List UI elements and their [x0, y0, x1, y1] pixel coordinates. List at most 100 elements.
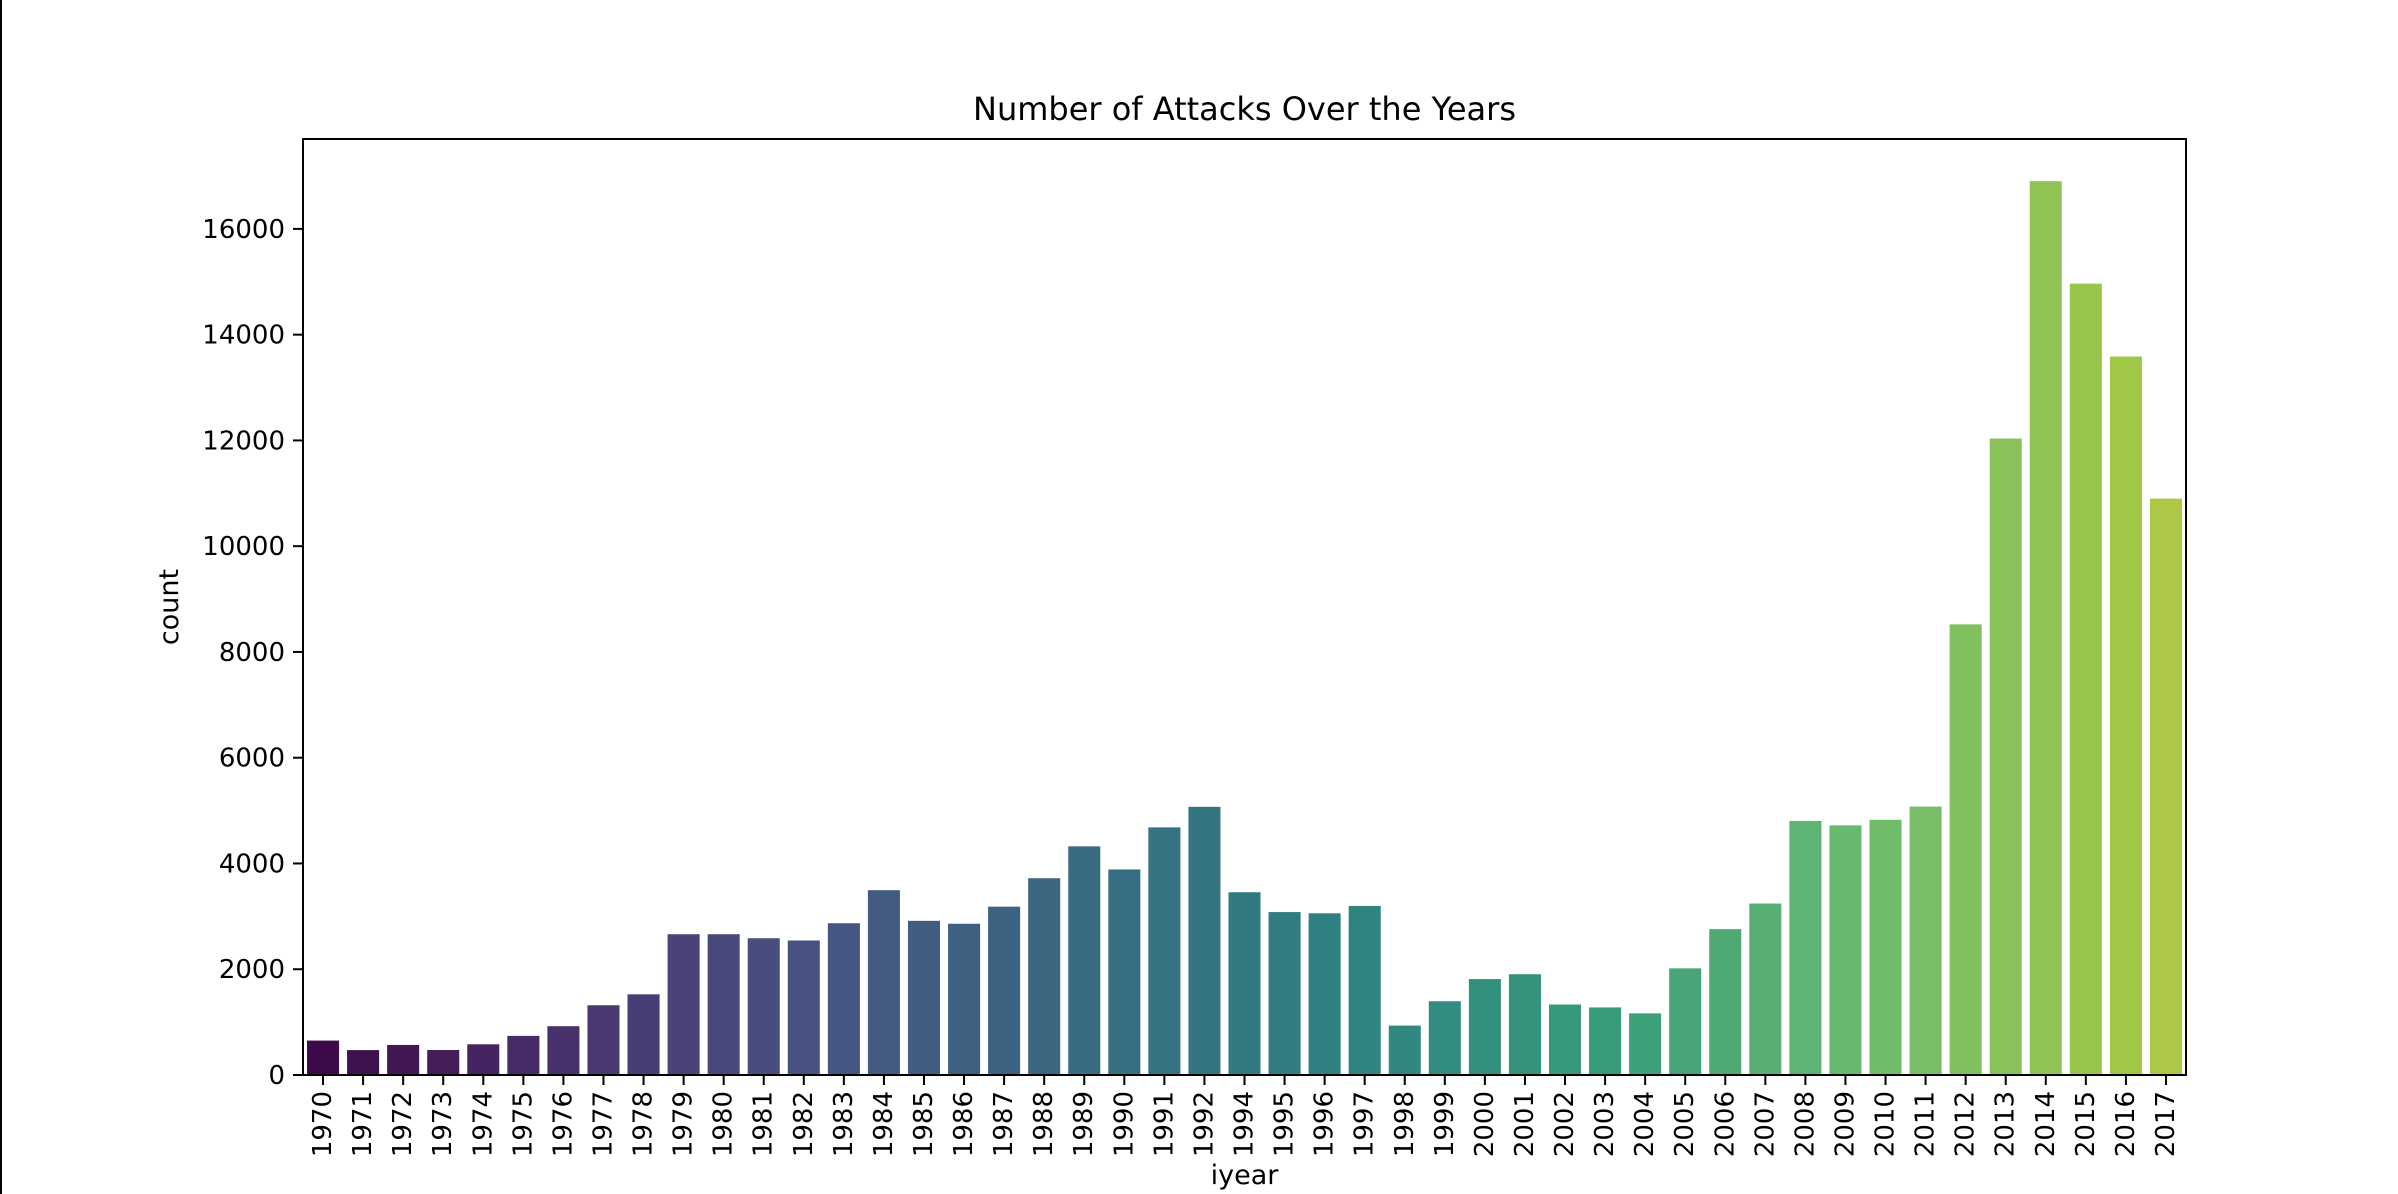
- bar-2017: [2149, 498, 2182, 1076]
- bar-1995: [1268, 912, 1301, 1075]
- x-tick-label: 1980: [709, 1091, 739, 1157]
- bar-1991: [1148, 827, 1181, 1075]
- x-tick-label: 1997: [1350, 1091, 1380, 1157]
- bar-1970: [307, 1040, 340, 1075]
- x-tick-label: 1983: [829, 1091, 859, 1157]
- x-tick-label: 2006: [1710, 1091, 1740, 1157]
- bar-1979: [667, 934, 700, 1075]
- bar-1971: [347, 1050, 380, 1075]
- bar-2009: [1829, 825, 1862, 1075]
- x-tick-label: 2001: [1510, 1091, 1540, 1157]
- x-tick-label: 1971: [348, 1091, 378, 1157]
- y-tick-label: 0: [268, 1061, 285, 1091]
- bar-2013: [1989, 438, 2022, 1075]
- bar-1974: [467, 1044, 500, 1075]
- bar-2002: [1548, 1004, 1582, 1075]
- x-tick-label: 1996: [1310, 1091, 1340, 1157]
- x-tick-label: 1981: [749, 1091, 779, 1157]
- x-tick-label: 1995: [1270, 1091, 1300, 1157]
- bar-1984: [867, 890, 900, 1075]
- x-tick-label: 1987: [989, 1091, 1019, 1157]
- x-tick-label: 1985: [909, 1091, 939, 1157]
- y-axis-label: count: [154, 569, 185, 645]
- x-tick-label: 2005: [1670, 1091, 1700, 1157]
- bar-1990: [1108, 869, 1141, 1075]
- bar-1975: [507, 1035, 540, 1075]
- bar-2001: [1508, 974, 1541, 1075]
- bar-1985: [907, 920, 941, 1075]
- x-tick-label: 1999: [1430, 1091, 1460, 1157]
- x-tick-label: 1978: [629, 1091, 659, 1157]
- y-tick-label: 6000: [219, 744, 285, 774]
- bar-1976: [547, 1026, 580, 1075]
- x-tick-label: 1989: [1069, 1091, 1099, 1157]
- bar-2006: [1709, 929, 1742, 1075]
- bar-1987: [988, 906, 1021, 1075]
- x-tick-label: 2017: [2151, 1091, 2181, 1157]
- bar-1983: [827, 923, 860, 1075]
- bar-1978: [627, 994, 660, 1075]
- bar-2014: [2029, 181, 2062, 1075]
- y-tick-label: 12000: [202, 426, 285, 456]
- y-tick-label: 10000: [202, 532, 285, 562]
- bar-1982: [787, 940, 820, 1075]
- y-tick-label: 16000: [202, 215, 285, 245]
- bar-2004: [1629, 1013, 1662, 1075]
- x-tick-label: 1974: [468, 1091, 498, 1157]
- bar-2012: [1949, 624, 1982, 1075]
- x-tick-label: 2011: [1911, 1091, 1941, 1157]
- bar-2015: [2069, 283, 2102, 1075]
- bar-1977: [587, 1005, 620, 1075]
- bar-2000: [1468, 979, 1501, 1075]
- bar-1972: [387, 1044, 420, 1075]
- bar-1981: [747, 938, 780, 1075]
- x-tick-label: 2013: [1991, 1091, 2021, 1157]
- bar-1999: [1428, 1001, 1461, 1075]
- y-tick-label: 8000: [219, 638, 285, 668]
- x-tick-label: 2004: [1630, 1091, 1660, 1157]
- x-tick-label: 2008: [1790, 1091, 1820, 1157]
- x-tick-label: 1984: [869, 1091, 899, 1157]
- x-tick-label: 2014: [2031, 1091, 2061, 1157]
- y-tick-label: 4000: [219, 849, 285, 879]
- x-tick-label: 1998: [1390, 1091, 1420, 1157]
- bar-1996: [1308, 913, 1341, 1075]
- left-edge-line: [0, 0, 2, 1194]
- x-tick-label: 2007: [1750, 1091, 1780, 1157]
- bar-2003: [1589, 1007, 1622, 1075]
- x-tick-label: 1972: [388, 1091, 418, 1157]
- x-tick-label: 2015: [2071, 1091, 2101, 1157]
- bar-1973: [427, 1049, 460, 1075]
- x-tick-label: 1970: [308, 1091, 338, 1157]
- y-tick-label: 2000: [219, 955, 285, 985]
- x-tick-label: 2012: [1951, 1091, 1981, 1157]
- x-tick-label: 2003: [1590, 1091, 1620, 1157]
- x-tick-label: 2002: [1550, 1091, 1580, 1157]
- bar-2005: [1669, 968, 1702, 1075]
- x-tick-label: 1991: [1149, 1091, 1179, 1157]
- bar-2007: [1749, 903, 1782, 1075]
- x-tick-label: 2009: [1830, 1091, 1860, 1157]
- x-tick-label: 2016: [2111, 1091, 2141, 1157]
- bar-1994: [1228, 892, 1261, 1075]
- bar-1989: [1068, 846, 1101, 1075]
- x-tick-label: 1990: [1109, 1091, 1139, 1157]
- x-tick-label: 1977: [588, 1091, 618, 1157]
- bar-2010: [1869, 819, 1902, 1075]
- x-tick-label: 1992: [1189, 1091, 1219, 1157]
- x-tick-label: 1982: [789, 1091, 819, 1157]
- bar-1988: [1028, 878, 1061, 1075]
- x-tick-label: 2010: [1871, 1091, 1901, 1157]
- x-axis-label: iyear: [1211, 1160, 1280, 1191]
- bar-1998: [1388, 1025, 1421, 1075]
- x-tick-label: 1979: [669, 1091, 699, 1157]
- x-tick-label: 1975: [508, 1091, 538, 1157]
- bar-1997: [1348, 905, 1381, 1075]
- bar-1980: [707, 934, 740, 1075]
- x-tick-label: 1994: [1230, 1091, 1260, 1157]
- bar-1986: [948, 923, 981, 1075]
- x-tick-label: 1976: [548, 1091, 578, 1157]
- x-tick-label: 2000: [1470, 1091, 1500, 1157]
- x-tick-label: 1988: [1029, 1091, 1059, 1157]
